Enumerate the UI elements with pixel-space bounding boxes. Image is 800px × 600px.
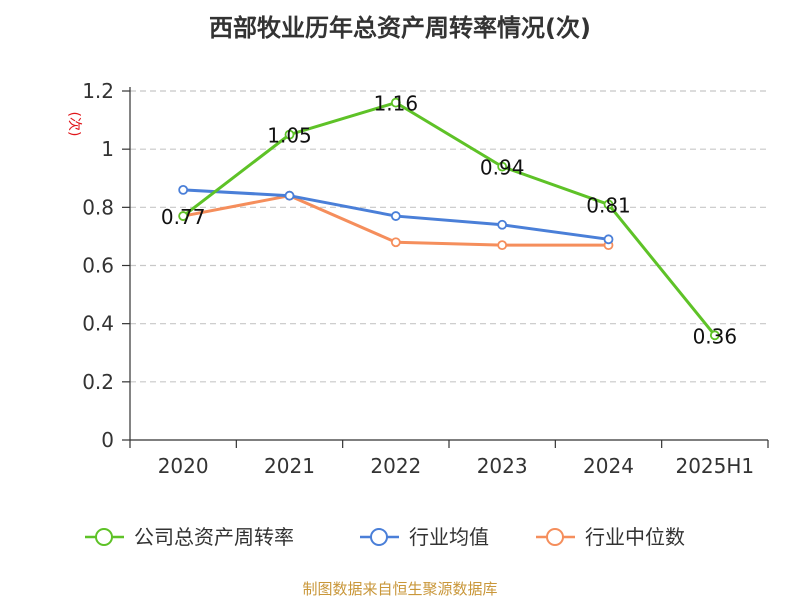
x-tick-label: 2021 [264,454,315,478]
y-tick-label: 1 [101,137,114,161]
legend-item: 公司总资产周转率 [85,525,294,549]
data-label: 0.81 [586,193,631,217]
data-point [497,219,508,230]
legend-swatch-marker [546,528,564,546]
legend-item: 行业均值 [360,525,489,549]
axes [122,87,769,448]
y-tick-label: 0.6 [82,254,114,278]
data-point [709,330,720,341]
data-point [284,129,295,140]
data-point [497,161,508,172]
data-point [178,184,189,195]
data-point [178,211,189,221]
legend-label: 行业均值 [409,525,489,549]
y-tick-label: 0.2 [82,370,114,394]
x-tick-label: 2020 [158,454,209,478]
source-note: 制图数据来自恒生聚源数据库 [302,580,498,598]
data-point [390,237,401,248]
series-line [182,101,716,337]
legend-item: 行业中位数 [536,525,685,549]
legend-label: 公司总资产周转率 [134,525,294,549]
data-point [284,190,295,201]
series-layer [178,97,720,341]
x-tick-label: 2022 [370,454,421,478]
y-tick-label: 0 [101,428,114,452]
chart-title: 西部牧业历年总资产周转率情况(次) [209,14,591,42]
x-tick-label: 2023 [477,454,528,478]
legend-swatch-marker [95,528,113,546]
grid-lines [130,90,768,383]
data-label: 0.36 [693,324,738,348]
data-point [497,240,508,251]
y-tick-labels: 0 0.2 0.4 0.6 0.8 1 1.2 [82,79,114,452]
y-tick-label: 1.2 [82,79,114,103]
x-tick-label: 2025H1 [675,454,754,478]
data-point [390,97,401,108]
data-point [603,199,614,210]
y-axis-label: (次) [66,112,82,137]
legend: 公司总资产周转率 行业均值 行业中位数 [85,525,685,549]
data-labels: 0.77 1.05 1.16 0.94 0.81 0.36 [161,92,737,349]
y-tick-label: 0.8 [82,195,114,219]
data-label: 1.16 [374,92,419,116]
data-point [390,211,401,221]
y-tick-label: 0.4 [82,312,114,336]
legend-label: 行业中位数 [585,525,685,549]
x-tick-labels: 2020 2021 2022 2023 2024 2025H1 [158,454,754,478]
x-tick-label: 2024 [583,454,634,478]
legend-swatch-marker [370,528,388,546]
data-point [603,234,614,245]
data-label: 1.05 [267,124,312,148]
data-label: 0.77 [161,205,206,229]
data-label: 0.94 [480,156,525,180]
